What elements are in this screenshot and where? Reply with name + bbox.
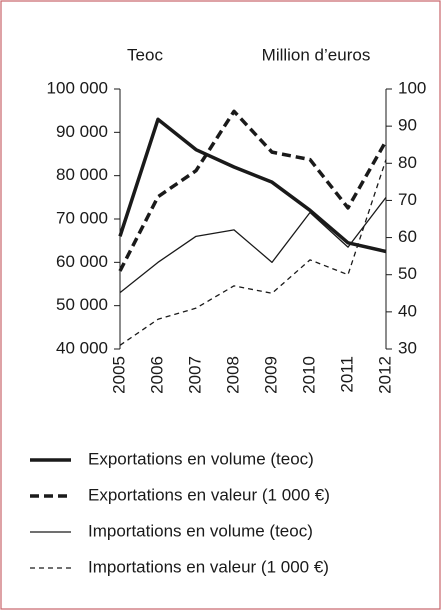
x-tick-label: 2011 <box>337 356 356 393</box>
legend-label: Exportations en volume (teoc) <box>88 449 314 468</box>
series-line <box>119 159 387 346</box>
y2-tick-label: 60 <box>398 227 417 246</box>
series-line <box>118 117 387 254</box>
y-tick-label: 60 000 <box>56 252 108 271</box>
y2-tick-label: 80 <box>398 153 417 172</box>
y2-tick-label: 30 <box>398 338 417 357</box>
y2-axis-label: Million d’euros <box>262 45 371 64</box>
y-tick-label: 90 000 <box>56 122 108 141</box>
x-tick-label: 2010 <box>299 356 318 394</box>
y2-tick-label: 40 <box>398 301 417 320</box>
x-tick-label: 2009 <box>261 356 280 394</box>
y-tick-label: 70 000 <box>56 208 108 227</box>
legend-label: Importations en volume (teoc) <box>88 521 313 540</box>
legend-label: Importations en valeur (1 000 €) <box>88 557 329 576</box>
legend-label: Exportations en valeur (1 000 €) <box>88 485 330 504</box>
y-tick-label: 80 000 <box>56 165 108 184</box>
y2-tick-label: 70 <box>398 190 417 209</box>
y2-tick-label: 90 <box>398 116 417 135</box>
y-tick-label: 100 000 <box>47 78 108 97</box>
y-tick-label: 40 000 <box>56 338 108 357</box>
x-tick-label: 2005 <box>109 356 128 394</box>
x-tick-label: 2008 <box>223 356 242 394</box>
y2-tick-label: 100 <box>398 78 426 97</box>
y-tick-label: 50 000 <box>56 295 108 314</box>
y2-tick-label: 50 <box>398 264 417 283</box>
x-tick-label: 2007 <box>185 356 204 394</box>
y-axis-label: Teoc <box>127 45 163 64</box>
x-tick-label: 2012 <box>375 356 394 394</box>
x-tick-label: 2006 <box>147 356 166 394</box>
series-line <box>118 109 388 272</box>
series-line <box>119 196 387 294</box>
